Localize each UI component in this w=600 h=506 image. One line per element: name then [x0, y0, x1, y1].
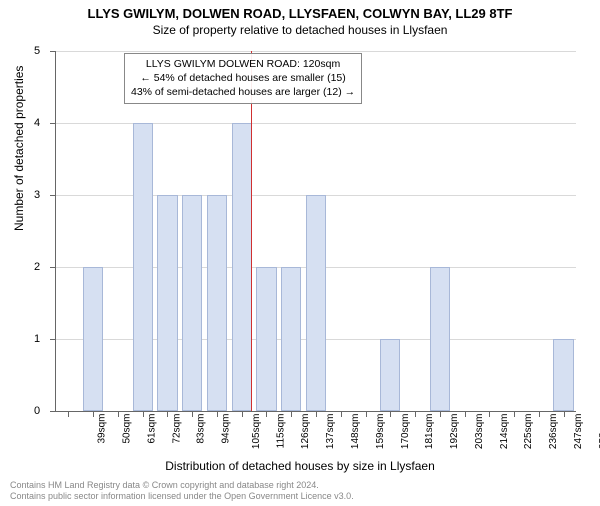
- chart-title-sub: Size of property relative to detached ho…: [0, 23, 600, 37]
- x-tick-label: 39sqm: [97, 414, 108, 444]
- histogram-bar: [232, 123, 252, 411]
- x-tick-label: 115sqm: [275, 414, 286, 449]
- x-tick-label: 247sqm: [573, 414, 584, 450]
- x-tick: [539, 411, 540, 417]
- info-box-line: 43% of semi-detached houses are larger (…: [131, 85, 355, 99]
- info-box: LLYS GWILYM DOLWEN ROAD: 120sqm← 54% of …: [124, 53, 362, 104]
- x-tick: [143, 411, 144, 417]
- marker-line: [251, 51, 252, 411]
- histogram-bar: [207, 195, 227, 411]
- gridline: [56, 51, 576, 52]
- y-tick-label: 4: [34, 117, 40, 129]
- x-tick: [118, 411, 119, 417]
- x-tick: [440, 411, 441, 417]
- histogram-bar: [83, 267, 103, 411]
- histogram-bar: [306, 195, 326, 411]
- x-tick: [465, 411, 466, 417]
- y-tick: [50, 195, 56, 196]
- x-tick: [514, 411, 515, 417]
- x-tick: [217, 411, 218, 417]
- histogram-bar: [182, 195, 202, 411]
- x-tick: [242, 411, 243, 417]
- x-tick-label: 214sqm: [499, 414, 510, 450]
- chart-area: 01234539sqm50sqm61sqm72sqm83sqm94sqm105s…: [55, 51, 576, 412]
- x-tick-label: 72sqm: [171, 414, 182, 444]
- x-tick-label: 94sqm: [221, 414, 232, 444]
- histogram-bar: [380, 339, 400, 411]
- histogram-bar: [157, 195, 177, 411]
- x-tick: [341, 411, 342, 417]
- x-tick: [68, 411, 69, 417]
- x-tick-label: 137sqm: [325, 414, 336, 450]
- histogram-bar: [553, 339, 573, 411]
- x-tick: [291, 411, 292, 417]
- x-tick: [167, 411, 168, 417]
- info-box-line: ← 54% of detached houses are smaller (15…: [131, 71, 355, 85]
- footer-line-2: Contains public sector information licen…: [10, 491, 354, 502]
- x-tick-label: 159sqm: [375, 414, 386, 450]
- y-tick: [50, 339, 56, 340]
- x-tick-label: 192sqm: [449, 414, 460, 450]
- footer-attribution: Contains HM Land Registry data © Crown c…: [10, 480, 354, 502]
- x-axis-label: Distribution of detached houses by size …: [0, 459, 600, 473]
- x-tick-label: 236sqm: [548, 414, 559, 450]
- x-tick-label: 126sqm: [301, 414, 312, 450]
- x-tick: [564, 411, 565, 417]
- x-tick-label: 148sqm: [350, 414, 361, 450]
- y-tick: [50, 267, 56, 268]
- info-box-line: LLYS GWILYM DOLWEN ROAD: 120sqm: [131, 57, 355, 71]
- x-tick-label: 203sqm: [474, 414, 485, 450]
- x-tick: [192, 411, 193, 417]
- x-tick: [415, 411, 416, 417]
- y-tick-label: 1: [34, 333, 40, 345]
- y-tick: [50, 51, 56, 52]
- y-tick-label: 3: [34, 189, 40, 201]
- chart-title-main: LLYS GWILYM, DOLWEN ROAD, LLYSFAEN, COLW…: [0, 6, 600, 21]
- x-tick-label: 225sqm: [523, 414, 534, 450]
- footer-line-1: Contains HM Land Registry data © Crown c…: [10, 480, 354, 491]
- x-tick: [366, 411, 367, 417]
- x-tick-label: 181sqm: [424, 414, 435, 450]
- x-tick-label: 170sqm: [400, 414, 411, 450]
- y-tick: [50, 123, 56, 124]
- y-axis-label: Number of detached properties: [12, 66, 26, 231]
- x-tick-label: 50sqm: [122, 414, 133, 444]
- x-tick-label: 83sqm: [196, 414, 207, 444]
- x-tick: [266, 411, 267, 417]
- x-tick: [316, 411, 317, 417]
- y-tick: [50, 411, 56, 412]
- x-tick: [390, 411, 391, 417]
- y-tick-label: 2: [34, 261, 40, 273]
- y-tick-label: 0: [34, 405, 40, 417]
- x-tick: [93, 411, 94, 417]
- x-tick-label: 105sqm: [251, 414, 262, 450]
- histogram-bar: [256, 267, 276, 411]
- y-tick-label: 5: [34, 45, 40, 57]
- histogram-bar: [430, 267, 450, 411]
- histogram-bar: [281, 267, 301, 411]
- x-tick-label: 61sqm: [146, 414, 157, 444]
- x-tick: [489, 411, 490, 417]
- histogram-bar: [133, 123, 153, 411]
